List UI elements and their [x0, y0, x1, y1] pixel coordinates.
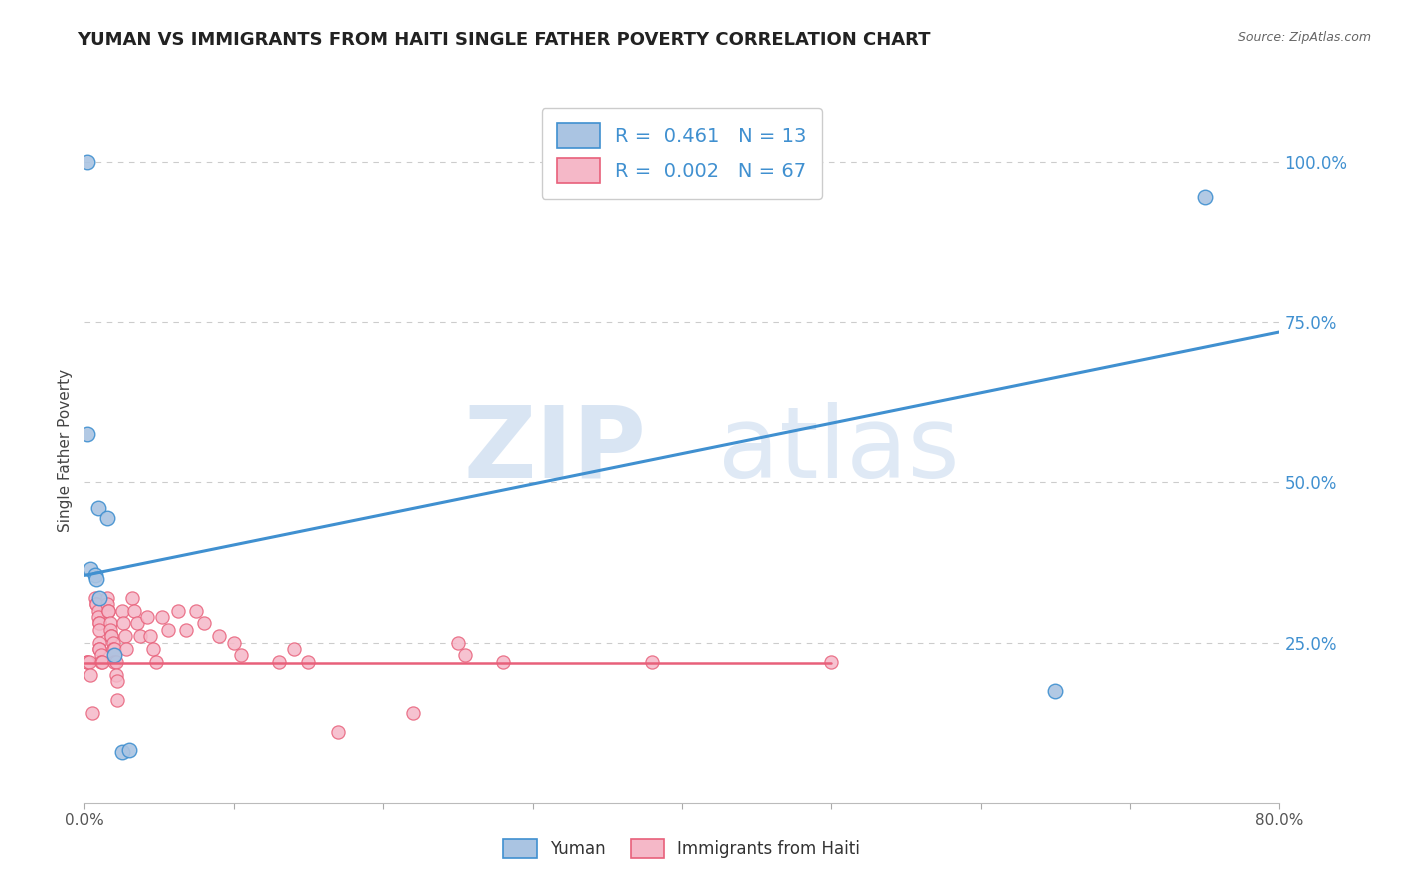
- Point: [89, 591, 111, 605]
- Point: [86, 597, 108, 611]
- Point: [101, 635, 124, 649]
- Point: [454, 648, 477, 663]
- Point: [222, 635, 245, 649]
- Point: [90, 648, 112, 663]
- Point: [125, 616, 148, 631]
- Point: [174, 623, 197, 637]
- Y-axis label: Single Father Poverty: Single Father Poverty: [58, 369, 73, 532]
- Point: [167, 604, 190, 618]
- Point: [139, 629, 162, 643]
- Point: [208, 629, 231, 643]
- Text: YUMAN VS IMMIGRANTS FROM HAITI SINGLE FATHER POVERTY CORRELATION CHART: YUMAN VS IMMIGRANTS FROM HAITI SINGLE FA…: [77, 31, 931, 49]
- Point: [328, 725, 350, 739]
- Point: [1045, 683, 1067, 698]
- Point: [186, 604, 208, 618]
- Point: [100, 629, 122, 643]
- Point: [103, 648, 125, 663]
- Point: [96, 510, 118, 524]
- Point: [89, 642, 111, 657]
- Point: [79, 667, 101, 681]
- Point: [76, 655, 98, 669]
- Point: [86, 597, 108, 611]
- Point: [115, 642, 138, 657]
- Legend: Yuman, Immigrants from Haiti: Yuman, Immigrants from Haiti: [496, 832, 868, 865]
- Point: [97, 604, 120, 618]
- Point: [145, 655, 167, 669]
- Point: [121, 591, 143, 605]
- Point: [112, 616, 135, 631]
- Point: [97, 604, 120, 618]
- Point: [80, 706, 103, 720]
- Point: [87, 610, 110, 624]
- Point: [104, 655, 127, 669]
- Text: atlas: atlas: [718, 402, 959, 499]
- Point: [157, 623, 180, 637]
- Point: [89, 616, 111, 631]
- Point: [231, 648, 253, 663]
- Point: [86, 572, 108, 586]
- Point: [101, 642, 124, 657]
- Point: [103, 648, 125, 663]
- Point: [136, 610, 159, 624]
- Text: Source: ZipAtlas.com: Source: ZipAtlas.com: [1237, 31, 1371, 45]
- Point: [103, 655, 125, 669]
- Point: [100, 629, 122, 643]
- Point: [1194, 190, 1216, 204]
- Point: [87, 501, 110, 516]
- Point: [77, 655, 100, 669]
- Text: ZIP: ZIP: [463, 402, 647, 499]
- Point: [79, 562, 101, 576]
- Point: [128, 629, 150, 643]
- Point: [150, 610, 173, 624]
- Point: [96, 597, 118, 611]
- Point: [641, 655, 664, 669]
- Point: [105, 674, 128, 689]
- Point: [297, 655, 319, 669]
- Point: [91, 655, 114, 669]
- Point: [103, 642, 125, 657]
- Point: [89, 635, 111, 649]
- Point: [111, 604, 134, 618]
- Point: [98, 616, 121, 631]
- Point: [96, 591, 118, 605]
- Point: [118, 743, 141, 757]
- Point: [105, 693, 128, 707]
- Point: [193, 616, 215, 631]
- Point: [402, 706, 425, 720]
- Point: [83, 591, 105, 605]
- Point: [83, 568, 105, 582]
- Point: [87, 604, 110, 618]
- Point: [283, 642, 305, 657]
- Point: [98, 623, 121, 637]
- Point: [820, 655, 842, 669]
- Point: [89, 642, 111, 657]
- Point: [76, 655, 98, 669]
- Point: [89, 623, 111, 637]
- Point: [492, 655, 515, 669]
- Point: [122, 604, 145, 618]
- Point: [90, 655, 112, 669]
- Point: [104, 667, 127, 681]
- Point: [114, 629, 136, 643]
- Point: [447, 635, 470, 649]
- Point: [267, 655, 290, 669]
- Point: [111, 745, 134, 759]
- Point: [76, 155, 98, 169]
- Point: [142, 642, 165, 657]
- Point: [76, 427, 98, 442]
- Point: [89, 616, 111, 631]
